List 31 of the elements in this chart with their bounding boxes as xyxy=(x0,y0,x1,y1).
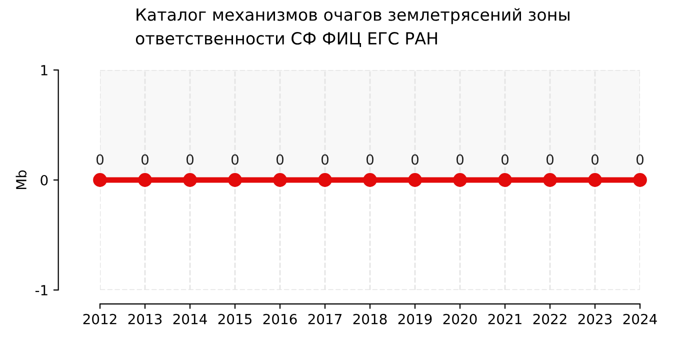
x-tick-label: 2018 xyxy=(353,314,387,324)
data-label: 0 xyxy=(96,154,104,165)
data-label: 0 xyxy=(636,154,644,165)
x-tick-label: 2021 xyxy=(488,314,522,324)
data-label: 0 xyxy=(546,154,554,165)
y-tick-label: -1 xyxy=(35,285,48,296)
x-tick-label: 2024 xyxy=(623,314,657,324)
y-axis-title: Mb xyxy=(16,170,27,190)
data-label: 0 xyxy=(321,154,328,165)
y-tick-label: 1 xyxy=(41,65,48,76)
x-tick-label: 2023 xyxy=(578,314,612,324)
x-tick-label: 2016 xyxy=(263,314,297,324)
x-tick-label: 2013 xyxy=(128,314,162,324)
x-tick-label: 2019 xyxy=(398,314,432,324)
x-tick-label: 2014 xyxy=(173,314,207,324)
x-tick-label: 2012 xyxy=(83,314,116,324)
x-tick-label: 2017 xyxy=(308,314,342,324)
data-label: 0 xyxy=(141,154,148,165)
y-tick-label: 0 xyxy=(40,174,48,186)
x-tick-label: 2020 xyxy=(443,314,477,324)
data-label: 0 xyxy=(186,154,194,165)
data-label: 0 xyxy=(501,154,508,165)
data-label: 0 xyxy=(411,154,418,165)
x-tick-label: 2022 xyxy=(533,314,566,324)
x-tick-label: 2015 xyxy=(218,314,252,324)
chart-title: Каталог механизмов очагов землетрясений зоны ответственности СФ ФИЦ ЕГС РАН xyxy=(136,8,570,48)
data-label: 0 xyxy=(231,154,238,165)
data-label: 0 xyxy=(591,154,598,165)
data-label: 0 xyxy=(456,154,464,165)
data-label: 0 xyxy=(276,154,284,165)
data-label: 0 xyxy=(366,154,374,165)
